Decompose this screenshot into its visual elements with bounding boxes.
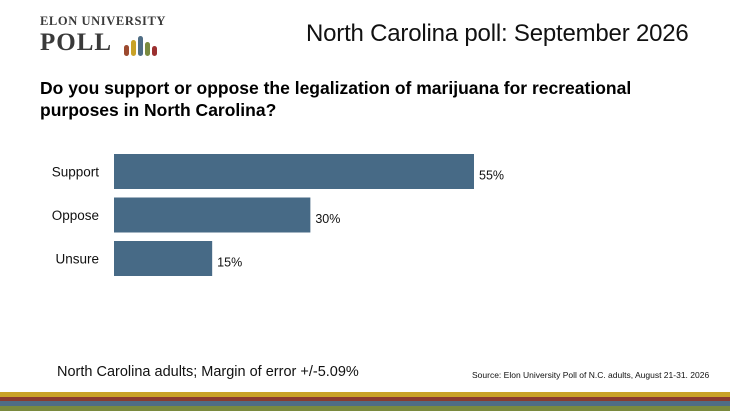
elon-poll-logo: ELON UNIVERSITY POLL (40, 14, 170, 58)
logo-bar (124, 45, 129, 56)
logo-bar (152, 46, 157, 56)
bar-support (114, 154, 474, 189)
data-label: 55% (479, 169, 504, 183)
sample-note: North Carolina adults; Margin of error +… (57, 364, 359, 380)
footer-stripe (0, 401, 730, 406)
logo-bars-icon (124, 36, 157, 56)
category-label: Unsure (55, 252, 99, 267)
data-label: 30% (315, 212, 340, 226)
logo-bar (145, 42, 150, 56)
footer-stripe (0, 406, 730, 411)
logo-bar (138, 36, 143, 56)
footer-stripe (0, 392, 730, 397)
header-title: North Carolina poll: September 2026 (306, 20, 689, 47)
logo-bar (131, 40, 136, 56)
footer-stripe (0, 397, 730, 401)
source-note: Source: Elon University Poll of N.C. adu… (472, 370, 710, 380)
question-title: Do you support or oppose the legalizatio… (40, 78, 632, 120)
logo-line1: ELON UNIVERSITY (40, 14, 167, 28)
bar-oppose (114, 197, 311, 233)
logo-line2: POLL (40, 29, 113, 56)
bar-unsure (114, 241, 213, 276)
data-label: 15% (217, 256, 242, 270)
category-label: Oppose (52, 208, 99, 223)
category-label: Support (52, 165, 100, 180)
